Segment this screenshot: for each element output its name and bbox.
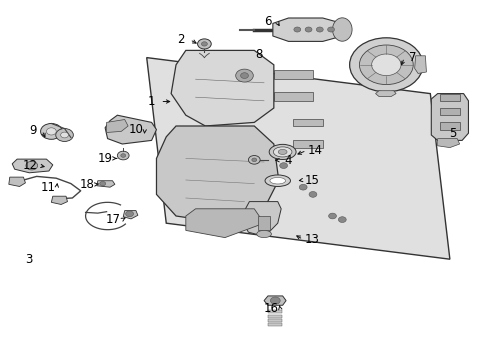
- Text: 7: 7: [408, 51, 416, 64]
- Bar: [268, 310, 282, 313]
- Circle shape: [121, 154, 125, 157]
- Text: 10: 10: [128, 123, 143, 136]
- Circle shape: [117, 151, 129, 160]
- Circle shape: [293, 27, 300, 32]
- Circle shape: [206, 105, 214, 111]
- Bar: [258, 216, 270, 230]
- Polygon shape: [375, 91, 395, 96]
- Polygon shape: [146, 58, 449, 259]
- Circle shape: [270, 297, 280, 304]
- Polygon shape: [105, 115, 156, 144]
- Circle shape: [191, 73, 199, 78]
- Circle shape: [186, 91, 194, 96]
- Polygon shape: [272, 18, 342, 41]
- Text: 1: 1: [147, 95, 155, 108]
- Bar: [273, 70, 312, 79]
- Polygon shape: [264, 296, 285, 305]
- Circle shape: [349, 38, 422, 92]
- Polygon shape: [106, 120, 128, 132]
- Polygon shape: [437, 139, 459, 148]
- Circle shape: [100, 181, 105, 186]
- Text: 3: 3: [24, 253, 32, 266]
- Circle shape: [56, 129, 73, 141]
- Polygon shape: [123, 211, 138, 219]
- Text: 5: 5: [447, 127, 455, 140]
- Circle shape: [371, 54, 400, 76]
- Ellipse shape: [332, 18, 351, 41]
- Circle shape: [240, 73, 248, 78]
- Circle shape: [359, 45, 412, 85]
- Bar: [439, 108, 459, 115]
- Polygon shape: [414, 56, 426, 73]
- Bar: [293, 140, 322, 148]
- Circle shape: [26, 161, 38, 170]
- Circle shape: [182, 69, 189, 75]
- Ellipse shape: [278, 149, 286, 154]
- Text: 14: 14: [307, 144, 322, 157]
- Text: 13: 13: [304, 233, 319, 246]
- Text: 6: 6: [264, 15, 271, 28]
- Circle shape: [41, 123, 62, 139]
- Circle shape: [299, 184, 306, 190]
- Bar: [293, 119, 322, 126]
- Text: 15: 15: [304, 174, 319, 186]
- Circle shape: [201, 42, 207, 46]
- Ellipse shape: [273, 147, 291, 157]
- Polygon shape: [185, 209, 264, 238]
- Bar: [268, 323, 282, 326]
- Circle shape: [250, 134, 258, 140]
- Circle shape: [316, 27, 323, 32]
- Text: 2: 2: [177, 33, 184, 46]
- Text: 8: 8: [255, 48, 263, 61]
- Text: 16: 16: [264, 302, 278, 315]
- Circle shape: [269, 156, 277, 161]
- Circle shape: [196, 94, 204, 100]
- Circle shape: [248, 156, 260, 164]
- Polygon shape: [12, 159, 53, 173]
- Polygon shape: [97, 181, 115, 187]
- Circle shape: [338, 217, 346, 222]
- Ellipse shape: [268, 144, 295, 159]
- Circle shape: [197, 39, 211, 49]
- Polygon shape: [430, 94, 468, 140]
- Circle shape: [251, 158, 256, 162]
- Circle shape: [240, 130, 248, 136]
- Polygon shape: [243, 202, 281, 235]
- Circle shape: [235, 69, 253, 82]
- Bar: [273, 92, 312, 101]
- Bar: [439, 122, 459, 130]
- Text: 4: 4: [284, 154, 292, 167]
- Circle shape: [125, 211, 133, 217]
- Ellipse shape: [264, 175, 290, 186]
- Ellipse shape: [256, 230, 271, 238]
- Text: 11: 11: [41, 181, 55, 194]
- Text: 18: 18: [80, 178, 94, 191]
- Bar: [268, 315, 282, 318]
- Polygon shape: [171, 50, 273, 126]
- Circle shape: [279, 163, 287, 168]
- Polygon shape: [9, 177, 25, 186]
- Circle shape: [216, 109, 224, 114]
- Ellipse shape: [269, 177, 285, 184]
- Text: 12: 12: [23, 159, 38, 172]
- Bar: [268, 319, 282, 322]
- Text: 9: 9: [29, 124, 37, 137]
- Circle shape: [46, 128, 56, 135]
- Circle shape: [61, 132, 68, 138]
- Bar: [439, 94, 459, 101]
- Circle shape: [328, 213, 336, 219]
- Text: 17: 17: [106, 213, 121, 226]
- Circle shape: [305, 27, 311, 32]
- Text: 19: 19: [98, 152, 112, 165]
- Polygon shape: [51, 196, 67, 204]
- Circle shape: [308, 192, 316, 197]
- Circle shape: [201, 76, 209, 82]
- Circle shape: [327, 27, 334, 32]
- Polygon shape: [156, 126, 278, 223]
